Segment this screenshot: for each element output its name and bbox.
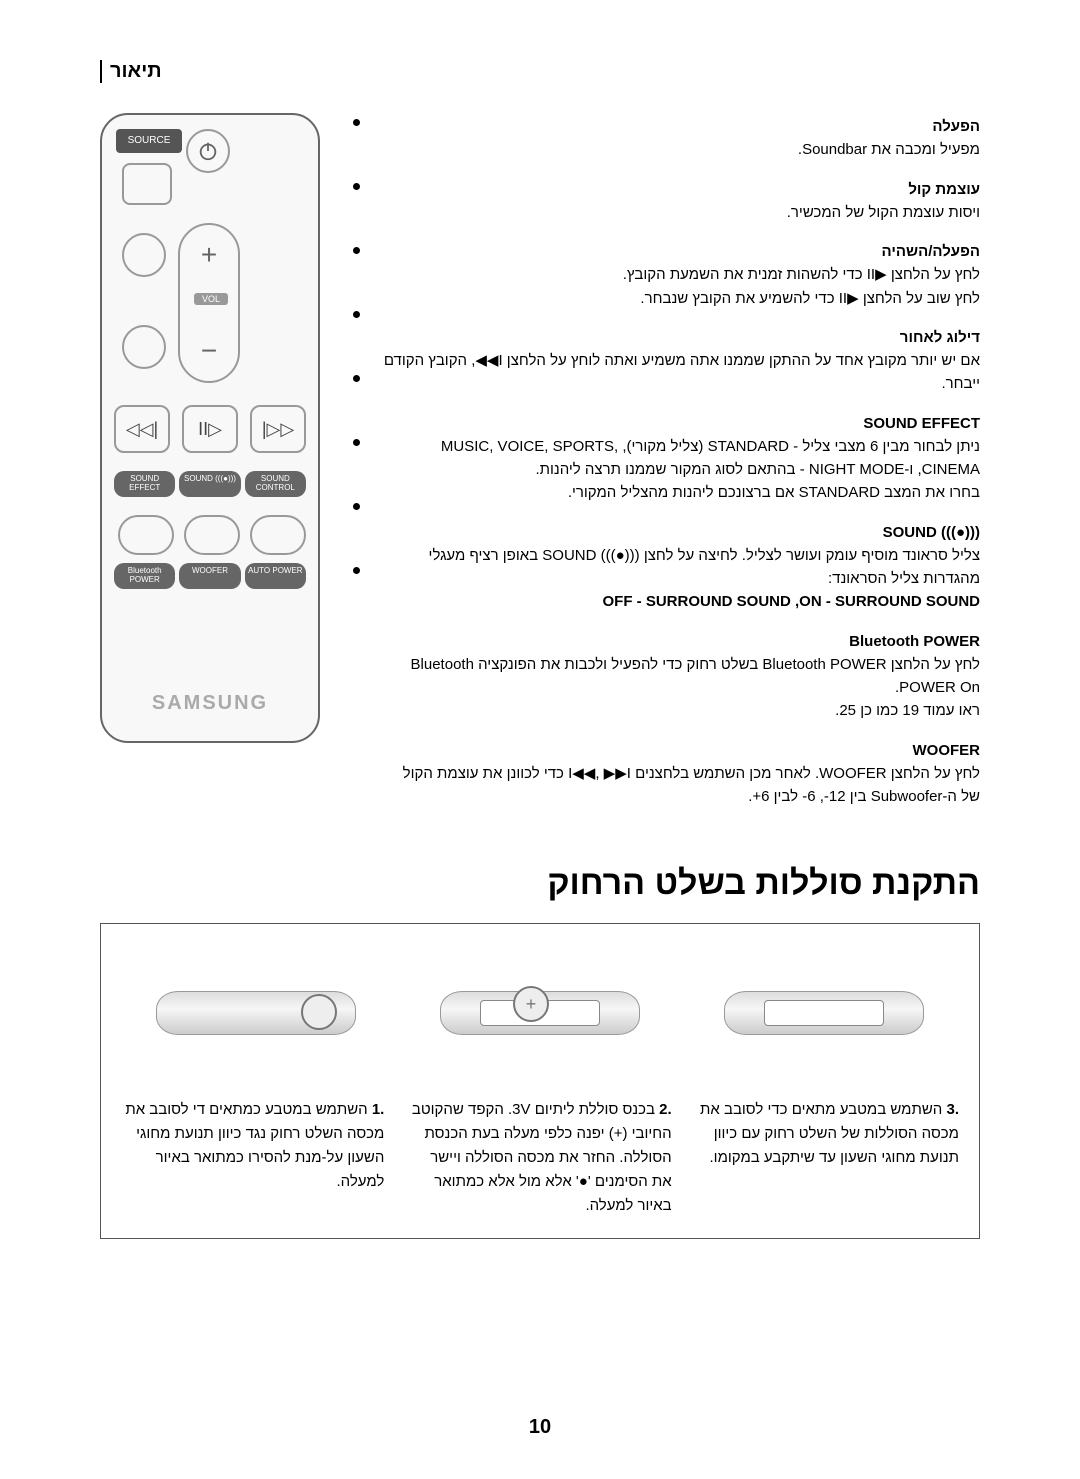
play-pause-button[interactable]: ▷II xyxy=(182,405,238,453)
prev-button[interactable]: |◁◁ xyxy=(114,405,170,453)
desc-woofer: WOOFER לחץ על הלחצן WOOFER. לאחר מכן השת… xyxy=(380,739,980,809)
battery-fig-2: + xyxy=(405,948,675,1078)
descriptions-column: הפעלה מפעיל ומכבה את Soundbar. עוצמת קול… xyxy=(380,113,980,824)
woofer-label: WOOFER xyxy=(179,563,240,589)
surround-label: (((●))) SOUND xyxy=(179,471,240,497)
repeat-button[interactable] xyxy=(122,325,166,369)
step-1: .1 השתמש במטבע כמתאים די לסובב את מכסה ה… xyxy=(121,1098,384,1218)
battery-panel: + .3 השתמש במטבע מתאים כדי לסובב את מכסה… xyxy=(100,923,980,1239)
source-button[interactable] xyxy=(122,163,172,205)
remote-figure: SOURCE VOL + − ▷▷| ▷II |◁◁ SO xyxy=(100,113,320,824)
desc-surround: SOUND (((●))) צליל סראונד מוסיף עומק ועו… xyxy=(380,521,980,614)
power-button[interactable] xyxy=(186,129,230,173)
step-2: .2 בכנס סוללת ליתיום 3V. הקפד שהקוטב החי… xyxy=(408,1098,671,1218)
sound-control-button[interactable] xyxy=(250,515,306,555)
battery-fig-1 xyxy=(121,948,391,1078)
mute-button[interactable] xyxy=(122,233,166,277)
sound-effect-button[interactable] xyxy=(118,515,174,555)
volume-rocker[interactable]: VOL + − xyxy=(178,223,240,383)
section-header: תיאור xyxy=(100,60,980,83)
desc-volume: עוצמת קול ויסות עוצמת הקול של המכשיר. xyxy=(380,178,980,225)
page-number: 10 xyxy=(529,1416,551,1439)
volume-up-icon: + xyxy=(201,239,217,271)
desc-sound-effect: SOUND EFFECT ניתן לבחור מבין 6 מצבי צליל… xyxy=(380,412,980,505)
samsung-logo: SAMSUNG xyxy=(102,692,318,715)
bt-power-label: Bluetooth POWER xyxy=(114,563,175,589)
install-title: התקנת סוללות בשלט הרחוק xyxy=(100,864,980,903)
volume-down-icon: − xyxy=(201,335,217,367)
auto-power-label: AUTO POWER xyxy=(245,563,306,589)
surround-button[interactable] xyxy=(184,515,240,555)
source-label: SOURCE xyxy=(116,129,182,153)
desc-play-pause: הפעלה/השהיה לחץ על הלחצן ▶II כדי להשהות … xyxy=(380,240,980,310)
sound-effect-label: SOUND EFFECT xyxy=(114,471,175,497)
next-button[interactable]: ▷▷| xyxy=(250,405,306,453)
bullet-column xyxy=(340,113,360,824)
remote-description-row: SOURCE VOL + − ▷▷| ▷II |◁◁ SO xyxy=(100,113,980,824)
step-3: .3 השתמש במטבע מתאים כדי לסובב את מכסה ה… xyxy=(696,1098,959,1218)
desc-skip-back: דילוג לאחור אם יש יותר מקובץ אחד על ההתק… xyxy=(380,326,980,396)
battery-fig-3 xyxy=(689,948,959,1078)
desc-power: הפעלה מפעיל ומכבה את Soundbar. xyxy=(380,115,980,162)
sound-control-label: SOUND CONTROL xyxy=(245,471,306,497)
desc-bt-power: Bluetooth POWER לחץ על הלחצן Bluetooth P… xyxy=(380,630,980,723)
